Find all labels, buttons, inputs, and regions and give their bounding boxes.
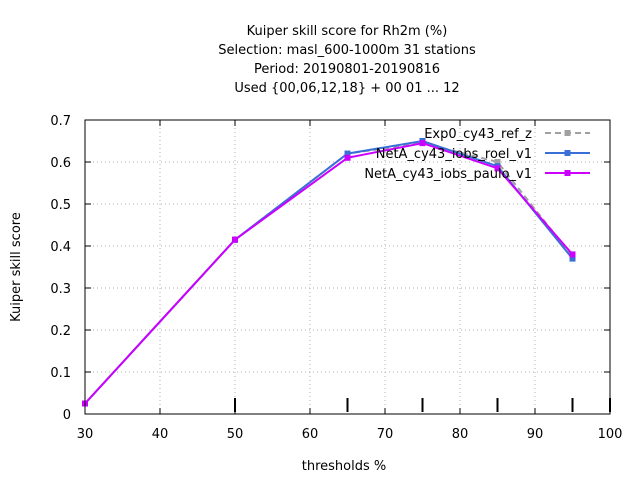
x-tick-label: 40 <box>152 427 169 442</box>
legend-label: Exp0_cy43_ref_z <box>424 127 532 142</box>
x-axis-label: thresholds % <box>302 459 386 474</box>
chart-title: Kuiper skill score for Rh2m (%) Selection… <box>218 24 476 96</box>
legend-marker <box>564 130 571 136</box>
series-line <box>84 142 574 405</box>
grid-lines <box>85 120 610 414</box>
plot-area-border <box>84 119 611 415</box>
data-point <box>569 255 576 262</box>
y-axis-ticks: 0 0.1 0.2 0.3 0.4 0.5 0.6 0.7 <box>50 114 610 423</box>
threshold-markers <box>234 398 611 412</box>
x-axis-ticks: 30 40 50 60 70 80 90 100 <box>77 120 623 442</box>
y-tick-label: 0.6 <box>50 156 71 171</box>
data-point <box>494 165 501 172</box>
data-point <box>569 251 576 258</box>
legend-marker <box>564 150 571 156</box>
y-tick-label: 0.2 <box>50 324 71 339</box>
x-tick-label: 80 <box>452 427 469 442</box>
data-point <box>232 236 238 243</box>
y-tick-label: 0.5 <box>50 198 71 213</box>
x-tick-label: 60 <box>302 427 319 442</box>
legend-label: NetA_cy43_iobs_roel_v1 <box>376 147 532 162</box>
y-tick-label: 0.1 <box>50 366 71 381</box>
legend-marker <box>564 170 571 176</box>
y-axis-label: Kuiper skill score <box>9 212 24 322</box>
x-tick-label: 70 <box>377 427 394 442</box>
data-point <box>344 154 351 161</box>
x-tick-label: 100 <box>598 427 623 442</box>
y-tick-label: 0 <box>63 408 71 423</box>
title-line: Period: 20190801-20190816 <box>254 62 440 77</box>
legend: Exp0_cy43_ref_z NetA_cy43_iobs_roel_v1 Net… <box>364 127 590 182</box>
x-tick-label: 50 <box>227 427 244 442</box>
y-tick-label: 0.7 <box>50 114 71 129</box>
data-point <box>494 159 501 165</box>
title-line: Selection: masl_600-1000m 31 stations <box>218 43 476 58</box>
data-point <box>344 150 351 157</box>
legend-label: NetA_cy43_iobs_paulo_v1 <box>364 167 532 182</box>
x-tick-label: 30 <box>77 427 94 442</box>
data-point <box>419 140 426 147</box>
title-line: Used {00,06,12,18} + 00 01 ... 12 <box>234 81 459 96</box>
y-tick-label: 0.3 <box>50 282 71 297</box>
x-tick-label: 90 <box>527 427 544 442</box>
title-line: Kuiper skill score for Rh2m (%) <box>247 24 448 39</box>
series-line <box>84 142 574 405</box>
y-tick-label: 0.4 <box>50 240 71 255</box>
